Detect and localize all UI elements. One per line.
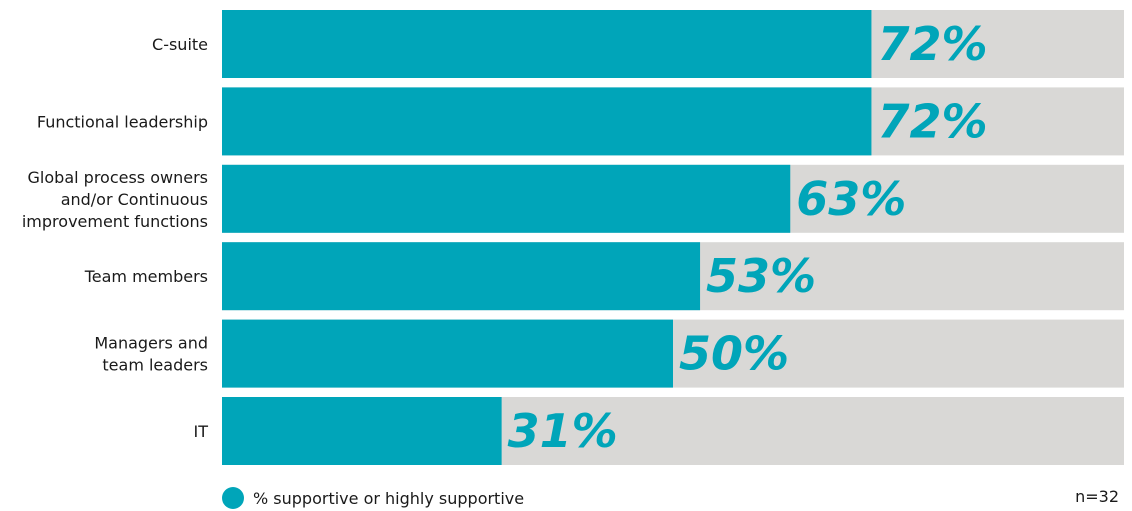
legend-label: % supportive or highly supportive [253,488,525,508]
category-label-line: Team members [84,267,208,286]
category-label: Functional leadership [37,112,208,131]
category-label: IT [194,422,209,441]
data-label: 50% [679,327,789,381]
bar-row: 72% Functional leadership [37,87,1124,156]
bar-row: 53% Team members [84,242,1124,311]
legend: % supportive or highly supportive [222,487,524,509]
bar-row: 63% Global process owners and/or Continuou… [22,164,1124,233]
category-label-line: C-suite [152,35,208,54]
bar [222,242,701,311]
bar [222,397,502,465]
data-label: 31% [508,404,618,458]
category-label-line: Functional leadership [37,112,208,131]
bar-row: 72% C-suite [152,10,1124,78]
data-label: 63% [796,172,906,226]
category-label-line: improvement functions [22,212,208,231]
category-label-line: Managers and [94,334,208,353]
bar-row: 31% IT [194,397,1124,465]
category-label-line: team leaders [102,356,208,375]
bar [222,10,872,78]
category-label-line: IT [194,422,209,441]
chart-footer: % supportive or highly supportive n=32 [0,487,1132,511]
category-label: C-suite [152,35,208,54]
category-label: Team members [84,267,208,286]
bar [222,87,872,156]
bar-row: 50% Managers and team leaders [94,319,1124,388]
data-label: 72% [877,94,987,148]
category-label: Global process owners and/or Continuous im… [22,168,208,231]
legend-swatch-icon [222,487,244,509]
category-label-line: and/or Continuous [61,190,208,209]
bar-chart: 72% C-suite 72% Functional leadership 63% Glo… [22,10,1124,465]
data-label: 53% [706,249,816,303]
category-label: Managers and team leaders [94,334,208,375]
data-label: 72% [877,17,987,71]
bar [222,319,673,388]
category-label-line: Global process owners [28,168,208,187]
sample-size: n=32 [1075,487,1119,506]
bar [222,164,791,233]
